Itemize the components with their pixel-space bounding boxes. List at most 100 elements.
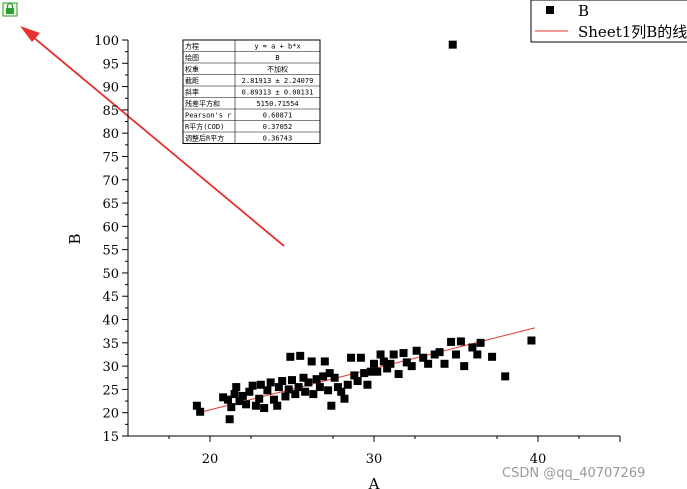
data-point [373,367,382,376]
data-point [440,359,449,368]
data-point [353,377,362,386]
data-point [263,386,272,395]
y-tick-label: 80 [102,127,119,142]
stats-label: 调整后R平方 [185,134,224,143]
data-point [452,350,460,359]
data-point [424,359,433,368]
data-point [435,348,444,357]
data-point [379,357,388,366]
data-point [333,383,342,392]
watermark: CSDN @qq_40707269 [502,466,645,481]
points-layer [192,40,536,424]
data-point [370,359,378,368]
data-point [460,362,469,371]
y-tick-label: 60 [102,220,119,235]
data-point [256,380,265,389]
data-point [468,343,477,352]
data-point [255,394,264,403]
data-point [242,400,251,409]
stats-label: 残差平方和 [185,99,220,108]
data-point [402,358,411,367]
data-point [274,383,283,392]
data-point [296,351,305,360]
stats-value: 不加权 [267,65,288,74]
y-tick-label: 95 [102,57,119,72]
data-point [363,380,372,389]
y-tick-label: 100 [94,34,119,49]
data-point [273,401,282,410]
y-tick-label: 55 [102,244,119,259]
stats-value: B [275,54,279,62]
data-point [366,367,375,376]
y-tick-label: 30 [102,360,119,375]
y-tick-label: 90 [102,81,119,96]
data-point [476,338,485,347]
y-tick-label: 85 [102,104,119,119]
stats-label: Pearson's r [185,112,231,120]
y-tick-label: 65 [102,197,119,212]
annotation-arrow [20,26,285,247]
data-point [219,393,228,402]
data-point [399,349,408,358]
data-point [304,378,313,387]
data-point [294,383,303,392]
data-point [419,353,428,362]
data-point [251,401,260,410]
legend: B Sheet1列B的线 [530,0,687,43]
data-point [245,387,254,396]
y-axis-title: B [66,233,84,244]
y-tick-label: 45 [102,290,119,305]
data-point [407,362,416,371]
data-point [227,403,236,412]
data-point [330,373,339,382]
data-point [488,352,497,361]
data-point [386,359,395,368]
data-point [319,372,328,381]
lock-icon[interactable] [2,2,18,17]
data-point [327,401,336,410]
legend-marker-square [546,6,554,14]
data-point [389,350,398,359]
data-point [394,370,403,379]
data-point [286,352,295,361]
data-point [315,383,324,392]
data-point [456,337,465,346]
stats-label: 方程 [185,42,199,51]
data-point [235,397,244,406]
data-point [337,387,346,396]
data-point [196,407,205,416]
legend-entry-fit-line: Sheet1列B的线 [578,23,687,41]
y-tick-label: 70 [102,174,119,189]
data-point [301,387,310,396]
data-point [309,390,318,399]
data-point [325,369,334,378]
data-point [324,386,333,395]
data-point [299,373,308,382]
data-point [291,390,300,399]
data-point [340,394,349,403]
y-tick-label: 20 [102,407,119,422]
x-axis-title: A [368,475,380,489]
data-point [307,357,316,366]
y-tick-label: 75 [102,150,119,165]
data-point [278,377,287,386]
data-point [376,350,385,359]
data-point [224,395,233,404]
x-tick-label: 40 [530,452,547,467]
data-point [501,372,510,381]
data-point [269,395,278,404]
stats-value: 0.89313 ± 0.08131 [242,89,314,97]
stats-label: 截距 [185,76,199,85]
data-point [225,415,234,424]
data-point [248,381,257,390]
stats-value: 0.60871 [263,112,293,120]
data-point [412,346,421,355]
data-point [192,401,201,410]
data-point [312,375,321,384]
x-tick-label: 20 [202,452,219,467]
stats-value: y = a + b*x [254,43,300,51]
stats-value: 5150.71554 [256,100,298,108]
x-tick-label: 30 [366,452,383,467]
